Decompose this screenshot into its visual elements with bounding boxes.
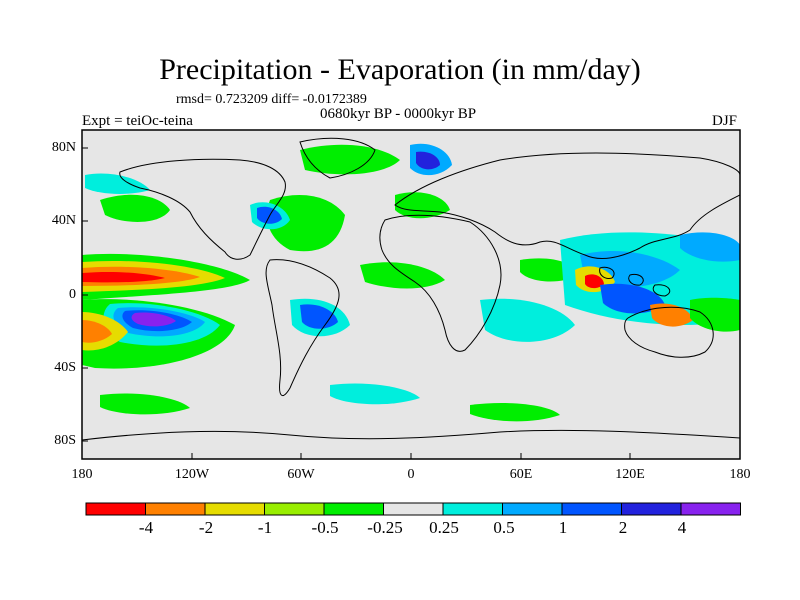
map-title: Precipitation - Evaporation (in mm/day) (159, 53, 641, 86)
lat-label-40s: 40S (54, 360, 76, 375)
period-subtitle: 0680kyr BP - 0000kyr BP (320, 106, 477, 122)
colorbar-swatch (204, 502, 265, 516)
field-patch (266, 195, 345, 252)
colorbar-swatch (323, 502, 384, 516)
lon-label-120e: 120E (615, 467, 645, 482)
coastlines (82, 137, 740, 441)
axis-ticks (81, 147, 741, 459)
colorbar-swatch (145, 502, 206, 516)
lat-label-80n: 80N (51, 140, 76, 155)
field-patch (300, 144, 400, 175)
field-patch (85, 173, 150, 194)
field-patch (480, 298, 575, 342)
coast-maritime-islands (599, 266, 671, 297)
field-patch (470, 403, 560, 422)
colorbar (85, 502, 741, 516)
lat-label-80s: 80S (54, 433, 76, 448)
field-patch (650, 303, 693, 327)
colorbar-label: 1 (558, 518, 568, 537)
colorbar-label: 4 (677, 518, 687, 537)
colorbar-label: -4 (138, 518, 154, 537)
field-patch (600, 283, 665, 314)
field-patch (300, 304, 338, 329)
colorbar-label: 0.25 (429, 518, 459, 537)
lon-label-180w: 180 (71, 467, 93, 482)
colorbar-swatch (85, 502, 146, 516)
colorbar-label: 2 (618, 518, 628, 537)
experiment-label: Expt = teiOc-teina (82, 113, 193, 129)
colorbar-label: -0.5 (311, 518, 339, 537)
field-patch (82, 271, 165, 283)
colorbar-label: -2 (198, 518, 214, 537)
field-patch (100, 194, 170, 222)
colorbar-label: 0.5 (493, 518, 515, 537)
field-patch (690, 297, 740, 332)
colorbar-swatch (561, 502, 622, 516)
field-patch (585, 274, 604, 289)
field-patch (416, 151, 440, 170)
field-patch (330, 383, 420, 405)
stats-text: rmsd= 0.723209 diff= -0.0172389 (176, 92, 367, 107)
lat-label-40n: 40N (51, 213, 76, 228)
colorbar-swatch (621, 502, 682, 516)
lon-label-180e: 180 (729, 467, 751, 482)
anomaly-field (82, 130, 740, 459)
lon-label-60e: 60E (509, 467, 533, 482)
field-patch (131, 312, 176, 327)
colorbar-swatch (442, 502, 503, 516)
colorbar-label: -0.25 (367, 518, 403, 537)
coast-eurasia (394, 152, 740, 259)
lon-label-120w: 120W (174, 467, 210, 482)
lat-label-0: 0 (69, 287, 76, 302)
coast-antarctica (82, 429, 740, 441)
colorbar-swatch (502, 502, 563, 516)
coast-greenland (299, 137, 376, 179)
field-patch (360, 262, 445, 289)
coast-australia (624, 306, 714, 358)
field-patch (100, 393, 190, 415)
field-patch (82, 320, 112, 343)
field-patch (680, 232, 740, 262)
colorbar-label: -1 (257, 518, 273, 537)
lon-label-0: 0 (407, 467, 415, 482)
lon-label-60w: 60W (287, 467, 315, 482)
season-label: DJF (712, 113, 738, 129)
coast-south-america (265, 259, 340, 396)
colorbar-swatch (264, 502, 325, 516)
coast-africa (379, 214, 502, 352)
coast-north-america (119, 158, 286, 260)
colorbar-swatch (383, 502, 444, 516)
colorbar-swatch (680, 502, 741, 516)
